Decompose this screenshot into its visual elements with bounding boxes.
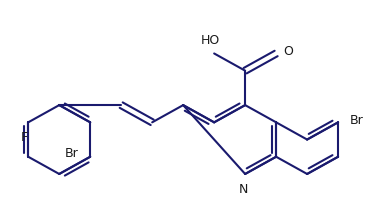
Text: O: O [283, 45, 293, 58]
Text: Br: Br [350, 114, 364, 127]
Text: HO: HO [201, 34, 220, 47]
Text: F: F [21, 131, 28, 144]
Text: Br: Br [64, 147, 78, 160]
Text: N: N [239, 183, 248, 196]
